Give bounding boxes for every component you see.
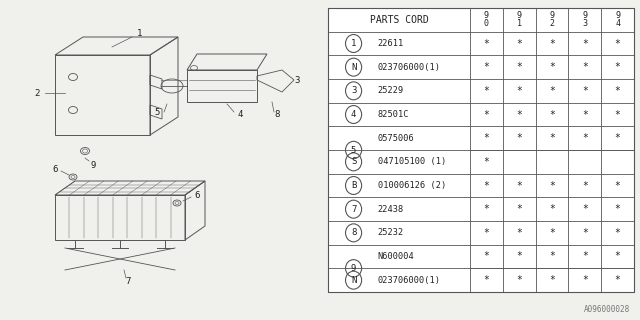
Text: *: * [516, 252, 522, 261]
Text: *: * [516, 204, 522, 214]
Text: 82501C: 82501C [378, 110, 409, 119]
Text: *: * [582, 38, 588, 49]
Text: *: * [614, 38, 621, 49]
Text: 023706000(1): 023706000(1) [378, 63, 441, 72]
Text: 6: 6 [195, 190, 200, 199]
Text: *: * [549, 252, 555, 261]
Text: 5: 5 [351, 146, 356, 155]
Text: 9
4: 9 4 [615, 11, 620, 28]
Text: *: * [516, 109, 522, 119]
Text: 2: 2 [35, 89, 40, 98]
Text: 9: 9 [90, 161, 96, 170]
Text: *: * [614, 62, 621, 72]
Text: 5: 5 [154, 108, 160, 116]
Text: *: * [582, 109, 588, 119]
Text: *: * [516, 38, 522, 49]
Text: *: * [516, 180, 522, 190]
Text: *: * [549, 133, 555, 143]
Text: 9
3: 9 3 [582, 11, 588, 28]
Text: *: * [582, 228, 588, 238]
Text: N: N [351, 276, 356, 285]
Text: 1: 1 [138, 28, 143, 37]
Text: 4: 4 [351, 110, 356, 119]
Text: *: * [549, 228, 555, 238]
Text: *: * [582, 86, 588, 96]
Text: 9
2: 9 2 [550, 11, 554, 28]
Text: 7: 7 [125, 277, 131, 286]
Text: PARTS CORD: PARTS CORD [370, 15, 428, 25]
Text: *: * [484, 228, 490, 238]
Text: *: * [484, 157, 490, 167]
Text: *: * [484, 133, 490, 143]
Text: 8: 8 [275, 109, 280, 118]
Text: 4: 4 [237, 109, 243, 118]
Text: *: * [614, 133, 621, 143]
Text: 9: 9 [351, 264, 356, 273]
Text: *: * [582, 275, 588, 285]
Text: *: * [582, 133, 588, 143]
Text: 1: 1 [351, 39, 356, 48]
Text: *: * [484, 38, 490, 49]
Text: B: B [351, 181, 356, 190]
Text: 047105100 (1): 047105100 (1) [378, 157, 446, 166]
Text: *: * [582, 180, 588, 190]
Text: *: * [484, 275, 490, 285]
Text: N: N [351, 63, 356, 72]
Text: *: * [549, 38, 555, 49]
Text: *: * [549, 62, 555, 72]
Bar [328, 8, 634, 292]
Text: 3: 3 [351, 86, 356, 95]
Text: *: * [484, 252, 490, 261]
Text: 9
1: 9 1 [516, 11, 522, 28]
Text: 9
0: 9 0 [484, 11, 489, 28]
Text: *: * [614, 180, 621, 190]
Text: 010006126 (2): 010006126 (2) [378, 181, 446, 190]
Text: 023706000(1): 023706000(1) [378, 276, 441, 285]
Text: *: * [549, 275, 555, 285]
Text: 0575006: 0575006 [378, 134, 415, 143]
Text: *: * [614, 86, 621, 96]
Text: *: * [549, 109, 555, 119]
Text: *: * [516, 133, 522, 143]
Text: *: * [582, 252, 588, 261]
Text: *: * [614, 275, 621, 285]
Text: *: * [516, 228, 522, 238]
Text: A096000028: A096000028 [584, 305, 630, 314]
Text: *: * [614, 252, 621, 261]
Text: *: * [549, 86, 555, 96]
Text: 25232: 25232 [378, 228, 404, 237]
Text: N600004: N600004 [378, 252, 415, 261]
Text: 7: 7 [351, 205, 356, 214]
Text: *: * [614, 228, 621, 238]
Text: *: * [614, 109, 621, 119]
Text: 6: 6 [52, 164, 58, 173]
Text: *: * [484, 62, 490, 72]
Text: *: * [582, 204, 588, 214]
Text: 22438: 22438 [378, 205, 404, 214]
Text: *: * [484, 180, 490, 190]
Text: 25229: 25229 [378, 86, 404, 95]
Text: *: * [516, 275, 522, 285]
Text: *: * [549, 204, 555, 214]
Text: *: * [516, 62, 522, 72]
Text: *: * [549, 180, 555, 190]
Text: *: * [582, 62, 588, 72]
Text: *: * [614, 204, 621, 214]
Text: 22611: 22611 [378, 39, 404, 48]
Text: 8: 8 [351, 228, 356, 237]
Text: S: S [351, 157, 356, 166]
Text: *: * [484, 204, 490, 214]
Text: *: * [516, 86, 522, 96]
Text: *: * [484, 86, 490, 96]
Text: 3: 3 [294, 76, 300, 84]
Text: *: * [484, 109, 490, 119]
